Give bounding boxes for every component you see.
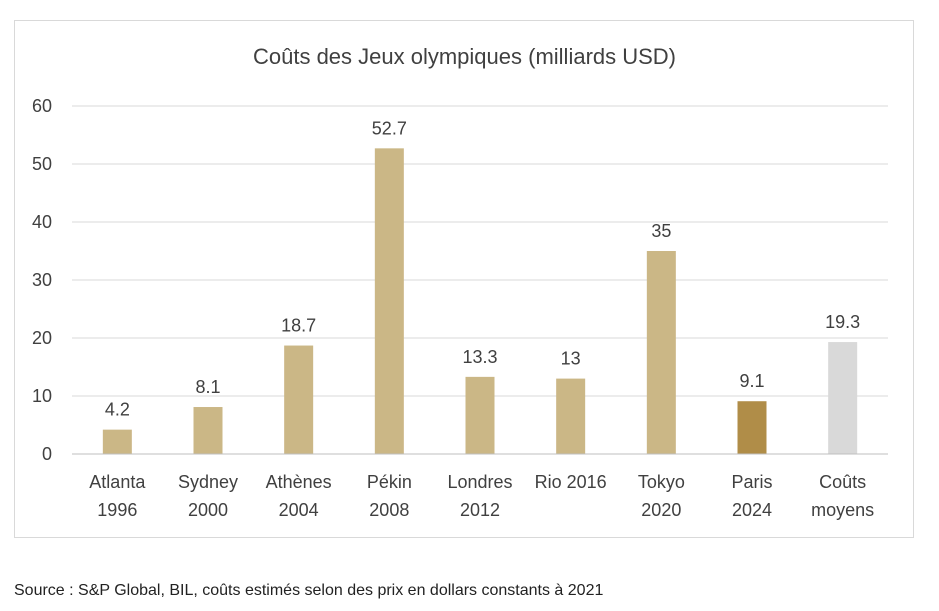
source-note: Source : S&P Global, BIL, coûts estimés … (14, 582, 604, 599)
x-tick-label: Pékin (367, 472, 412, 492)
y-tick-label: 0 (42, 444, 52, 464)
chart-frame (14, 20, 914, 538)
data-label: 19.3 (825, 312, 860, 332)
x-tick-label: Atlanta (89, 472, 146, 492)
bar (374, 148, 404, 454)
y-tick-label: 10 (32, 386, 52, 406)
chart-title: Coûts des Jeux olympiques (milliards USD… (252, 44, 677, 69)
x-tick-label: Athènes (266, 472, 332, 492)
data-label: 52.7 (372, 118, 407, 138)
data-label: 13.3 (462, 347, 497, 367)
bar (646, 251, 676, 454)
x-tick-label: 1996 (97, 500, 137, 520)
y-tick-label: 50 (32, 154, 52, 174)
x-tick-label: Coûts (819, 472, 866, 492)
bar (828, 342, 858, 454)
x-tick-label: 2020 (641, 500, 681, 520)
bar (465, 376, 495, 454)
bar (102, 429, 132, 454)
x-tick-label: Sydney (178, 472, 238, 492)
bar (193, 407, 223, 454)
data-label: 13 (561, 349, 581, 369)
x-tick-label: Rio 2016 (535, 472, 607, 492)
x-tick-label: 2004 (279, 500, 319, 520)
data-label: 9.1 (739, 371, 764, 391)
y-tick-label: 30 (32, 270, 52, 290)
data-label: 18.7 (281, 316, 316, 336)
data-label: 4.2 (105, 400, 130, 420)
y-tick-label: 40 (32, 212, 52, 232)
data-label: 8.1 (195, 377, 220, 397)
bar (556, 378, 586, 454)
x-tick-label: 2008 (369, 500, 409, 520)
x-tick-label: 2024 (732, 500, 772, 520)
x-tick-label: Londres (447, 472, 512, 492)
x-tick-label: Paris (731, 472, 772, 492)
bar (284, 345, 314, 454)
x-tick-label: moyens (811, 500, 874, 520)
x-tick-label: 2000 (188, 500, 228, 520)
x-tick-label: Tokyo (638, 472, 685, 492)
x-tick-label: 2012 (460, 500, 500, 520)
y-tick-label: 60 (32, 96, 52, 116)
y-tick-label: 20 (32, 328, 52, 348)
bar (737, 401, 767, 454)
data-label: 35 (651, 221, 671, 241)
